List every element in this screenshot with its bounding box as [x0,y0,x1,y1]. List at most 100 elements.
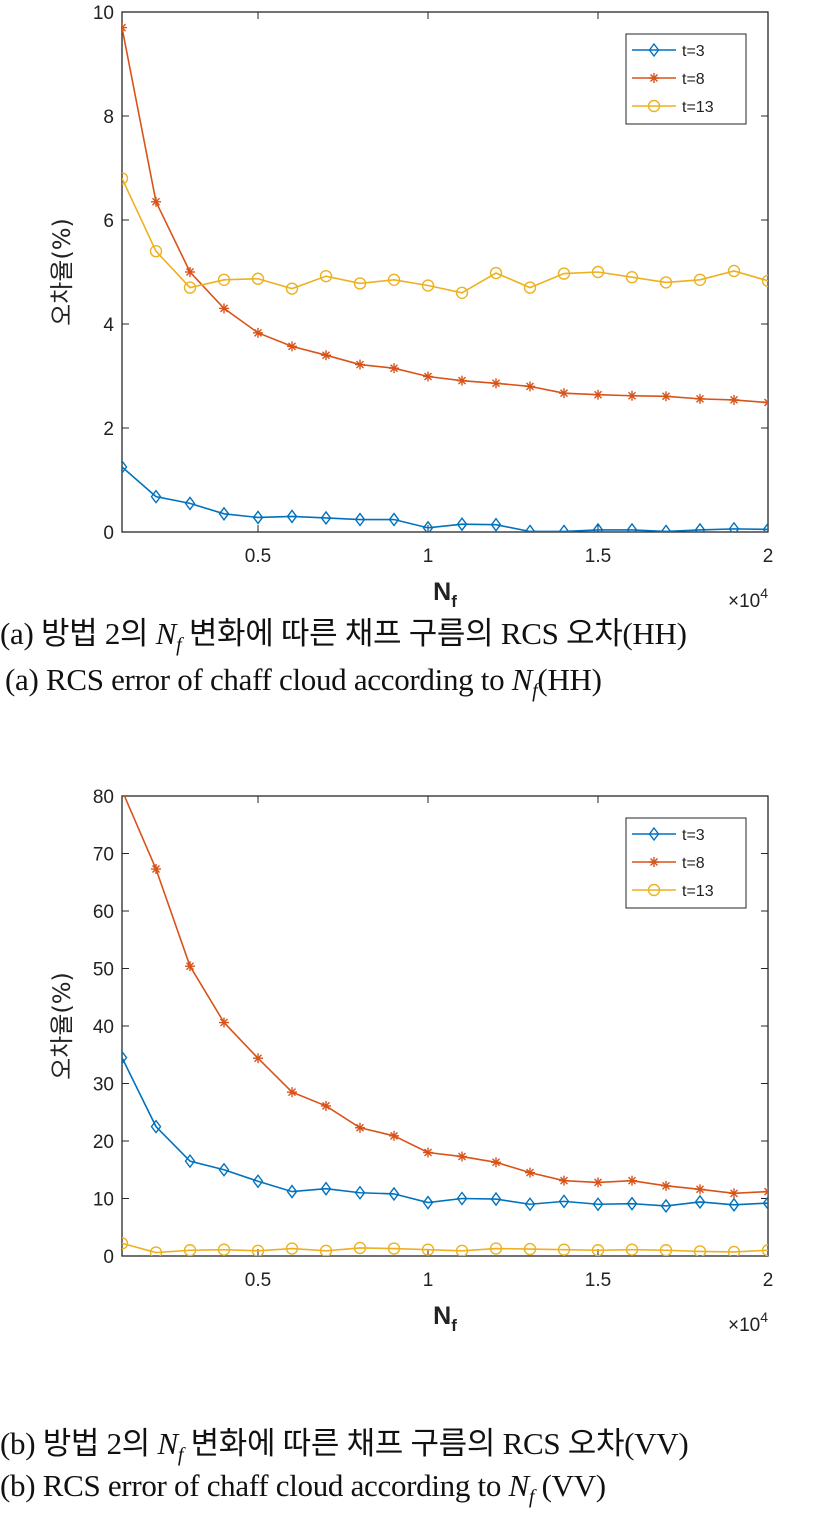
legend-label-t=8: t=8 [682,855,705,872]
data-point-t=13 [319,1244,333,1256]
data-point-t=3 [660,1198,672,1214]
asterisk-stroke [730,395,738,404]
data-point-t=3 [122,1050,128,1065]
legend-label-t=8: t=8 [682,71,705,88]
data-point-t=13 [557,1243,571,1256]
data-point-t=3 [558,1194,570,1209]
data-point-t=3 [320,510,332,526]
caption-a-english-prefix: (a) RCS error of chaff cloud according t… [5,662,512,697]
data-point-t=13 [557,267,571,280]
data-point-t=3 [490,1191,502,1207]
asterisk-stroke [696,1185,704,1194]
legend: t=3 t=8 t=13 [625,33,747,125]
asterisk-stroke [390,1131,398,1140]
data-point-t=3 [252,1174,264,1189]
asterisk-stroke [122,26,126,32]
asterisk-stroke [560,1176,568,1185]
data-point-t=8 [185,267,195,277]
data-point-t=3 [626,1196,638,1211]
caption-b-english-nf: Nf [508,1468,535,1509]
x-tick-label: 2 [763,546,774,567]
data-point-t=8 [729,394,739,405]
data-point-t=13 [421,1243,435,1256]
caption-b-korean-prefix: (b) 방법 2의 [0,1426,158,1461]
data-point-t=8 [253,327,263,338]
y-tick-label: 50 [93,960,114,981]
y-axis-label: 오차율(%) [48,218,76,326]
series-line-t=8 [123,796,768,1195]
caption-b-english-suffix: (VV) [534,1468,607,1503]
data-point-t=3 [184,496,196,511]
y-tick-label: 60 [93,902,114,923]
data-point-t=13 [183,281,197,294]
data-point-t=8 [729,1188,739,1199]
asterisk-stroke [662,392,670,401]
data-point-t=13 [659,1244,673,1256]
data-point-t=3 [218,506,230,521]
asterisk-stroke [650,74,658,82]
x-tick-label: 1 [423,546,434,567]
data-point-t=8 [661,1180,671,1191]
y-tick-label: 70 [93,845,114,866]
caption-b-english-prefix: (b) RCS error of chaff cloud according t… [0,1468,509,1503]
data-point-t=3 [592,522,604,532]
data-point-t=8 [151,864,161,875]
x-axis-label: Nf [433,578,457,611]
x-exponent-label: ×104 [728,1309,768,1336]
asterisk-stroke [152,197,160,206]
data-point-t=8 [423,1147,433,1158]
data-point-t=8 [423,371,433,382]
asterisk-stroke [662,1181,670,1190]
data-point-t=3 [218,1162,230,1177]
data-point-t=8 [287,1087,297,1098]
caption-a-english-suffix: (HH) [537,662,602,697]
asterisk-stroke [356,360,364,369]
data-point-t=8 [695,393,705,404]
y-tick-label: 10 [93,3,114,24]
data-point-t=13 [455,286,469,299]
data-point-t=8 [219,1017,229,1028]
asterisk-stroke [186,268,194,276]
data-point-t=3 [286,509,298,524]
x-axis-label: Nf [433,1302,457,1335]
data-point-t=8 [559,388,569,399]
legend-marker-t=13 [647,883,661,897]
series-line-t=3 [122,466,768,532]
caption-a-korean-nf: Nf [155,616,182,657]
asterisk-stroke [650,858,658,866]
data-point-t=13 [625,1243,639,1256]
y-tick-label: 40 [93,1017,114,1038]
data-point-t=3 [150,1119,162,1134]
asterisk-stroke [492,1158,500,1167]
caption-a-korean: (a) 방법 2의 Nf 변화에 따른 채프 구름의 RCS 오차(HH) [0,608,827,657]
caption-b-korean: (b) 방법 2의 Nf 변화에 따른 채프 구름의 RCS 오차(VV) [0,1418,827,1467]
caption-b-english: (b) RCS error of chaff cloud according t… [0,1468,827,1509]
y-tick-label: 8 [103,107,114,128]
data-point-t=3 [694,1194,706,1210]
asterisk-stroke [458,1152,466,1161]
legend-box [625,33,747,125]
asterisk-stroke [254,328,262,337]
legend-marker-t=8 [649,857,659,867]
data-point-t=3 [320,1181,332,1196]
chart-1: 0 2 4 6 8 10 0.5 1 1.5 2 Nf ×104 오차율(%) t=3 t=8 t=13 [48,3,774,612]
asterisk-stroke [152,865,160,874]
data-point-t=13 [285,1242,299,1255]
series-group [122,22,768,532]
data-point-t=13 [659,276,673,289]
legend-label-t=3: t=3 [682,827,705,844]
data-point-t=8 [627,1175,637,1186]
asterisk-stroke [526,1168,534,1177]
data-point-t=13 [122,1237,129,1250]
asterisk-stroke [594,1178,602,1187]
data-point-t=13 [387,273,401,286]
data-point-t=13 [455,1244,469,1256]
data-point-t=8 [185,961,195,972]
asterisk-stroke [424,1148,432,1157]
asterisk-stroke [122,23,126,29]
y-tick-label: 6 [103,211,114,232]
asterisk-stroke [526,382,534,391]
data-point-t=8 [491,378,501,389]
x-tick-label: 2 [763,1270,774,1291]
asterisk-stroke [220,304,228,313]
